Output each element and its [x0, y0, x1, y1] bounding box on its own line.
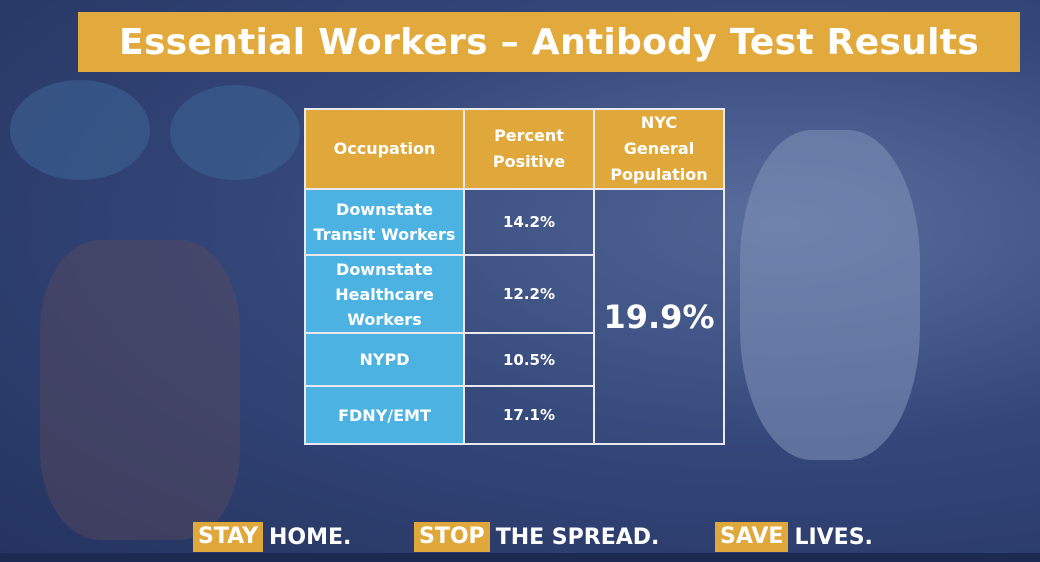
title: Essential Workers – Antibody Test Result…: [119, 21, 979, 63]
row: Downstate Transit Workers 14.2% 19.9%: [304, 188, 725, 445]
slogan: SAVE LIVES.: [715, 522, 873, 552]
slogan: STOP THE SPREAD.: [414, 522, 659, 552]
slogan-text: HOME.: [269, 524, 352, 550]
occupation: Downstate Transit Workers: [304, 188, 465, 256]
percent: 14.2%: [463, 188, 595, 256]
occupation: Downstate Healthcare Workers: [304, 254, 465, 334]
header-cell: Percent Positive: [463, 108, 595, 190]
row: FDNY/EMT 17.1%: [304, 385, 724, 445]
general-population: 19.9%: [593, 188, 725, 445]
row: Downstate Healthcare Workers 12.2%: [304, 254, 724, 334]
slogan-highlight: SAVE: [715, 522, 789, 552]
percent: 10.5%: [463, 332, 595, 387]
occupation: NYPD: [304, 332, 465, 387]
percent: 17.1%: [463, 385, 595, 445]
slogan-text: LIVES.: [794, 524, 873, 550]
footer: STAY HOME. STOP THE SPREAD. SAVE LIVES.: [0, 522, 1040, 552]
bottom-bar: [0, 553, 1040, 562]
percent: 12.2%: [463, 254, 595, 334]
results-table: Occupation Percent Positive NYC General …: [304, 108, 725, 445]
header-cell: Occupation: [304, 108, 465, 190]
photo-shape: [740, 130, 920, 460]
slogan-text: THE SPREAD.: [495, 524, 660, 550]
photo-shape: [10, 80, 150, 180]
title-banner: Essential Workers – Antibody Test Result…: [78, 12, 1020, 72]
photo-shape: [40, 240, 240, 540]
occupation: FDNY/EMT: [304, 385, 465, 445]
row: NYPD 10.5%: [304, 332, 724, 387]
photo-shape: [170, 85, 300, 180]
slogan-highlight: STAY: [193, 522, 263, 552]
header-row: Occupation Percent Positive NYC General …: [304, 108, 725, 190]
slogan-highlight: STOP: [414, 522, 490, 552]
slogan: STAY HOME.: [193, 522, 351, 552]
header-cell: NYC General Population: [593, 108, 725, 190]
